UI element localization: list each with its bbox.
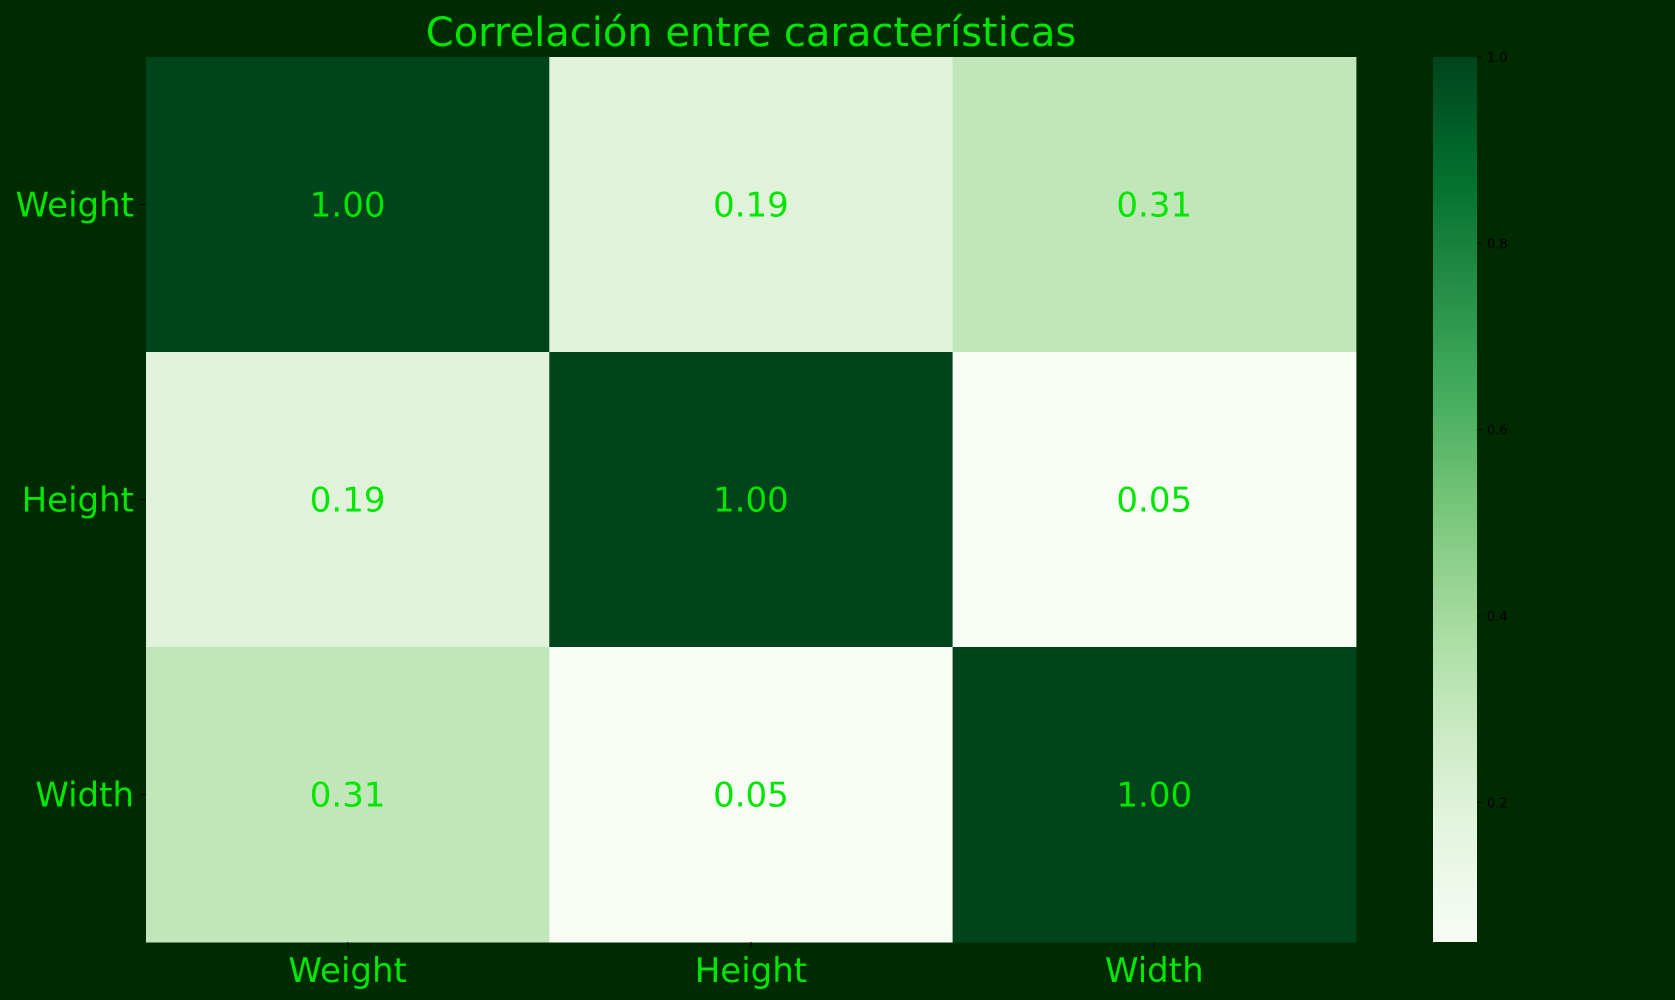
x-axis: Weight Height Width (288, 942, 1204, 991)
heatmap-cell-0-2 (952, 57, 1357, 353)
colorbar-tick-label-2: 0.6 (1487, 424, 1508, 439)
cell-label-2-1: 0.05 (713, 776, 789, 816)
x-tick-label-2: Width (1105, 951, 1204, 991)
cell-label-2-2: 1.00 (1116, 776, 1192, 816)
cell-label-0-0: 1.00 (310, 186, 386, 226)
heatmap-cell-labels: 1.00 0.19 0.31 0.19 1.00 0.05 0.31 0.05 1.00 (310, 186, 1192, 816)
colorbar: 0.2 0.4 0.6 0.8 1.0 (1433, 51, 1508, 942)
heatmap-cell-1-1 (549, 352, 954, 648)
cell-label-2-0: 0.31 (310, 776, 386, 816)
y-tick-label-2: Width (35, 776, 134, 816)
heatmap-cells (146, 57, 1357, 943)
heatmap-cell-2-0 (146, 647, 550, 943)
cell-label-1-0: 0.19 (310, 481, 386, 521)
heatmap-cell-2-2 (952, 647, 1357, 943)
heatmap-cell-2-1 (549, 647, 954, 943)
colorbar-tick-label-3: 0.8 (1487, 237, 1508, 252)
colorbar-tick-label-1: 0.4 (1487, 610, 1508, 625)
x-tick-label-0: Weight (288, 951, 406, 991)
heatmap-cell-0-1 (549, 57, 954, 353)
heatmap-cell-0-0 (146, 57, 550, 353)
y-axis: Weight Height Width (16, 186, 146, 816)
cell-label-0-1: 0.19 (713, 186, 789, 226)
y-tick-label-0: Weight (16, 186, 134, 226)
y-tick-label-1: Height (22, 481, 134, 521)
colorbar-tick-label-0: 0.2 (1487, 796, 1508, 811)
heatmap-cell-1-0 (146, 352, 550, 648)
x-tick-label-1: Height (695, 951, 807, 991)
cell-label-0-2: 0.31 (1116, 186, 1192, 226)
chart-title: Correlación entre características (426, 10, 1076, 56)
cell-label-1-1: 1.00 (713, 481, 789, 521)
heatmap-cell-1-2 (952, 352, 1357, 648)
colorbar-tick-label-4: 1.0 (1487, 51, 1508, 66)
colorbar-gradient (1433, 57, 1477, 942)
cell-label-1-2: 0.05 (1116, 481, 1192, 521)
